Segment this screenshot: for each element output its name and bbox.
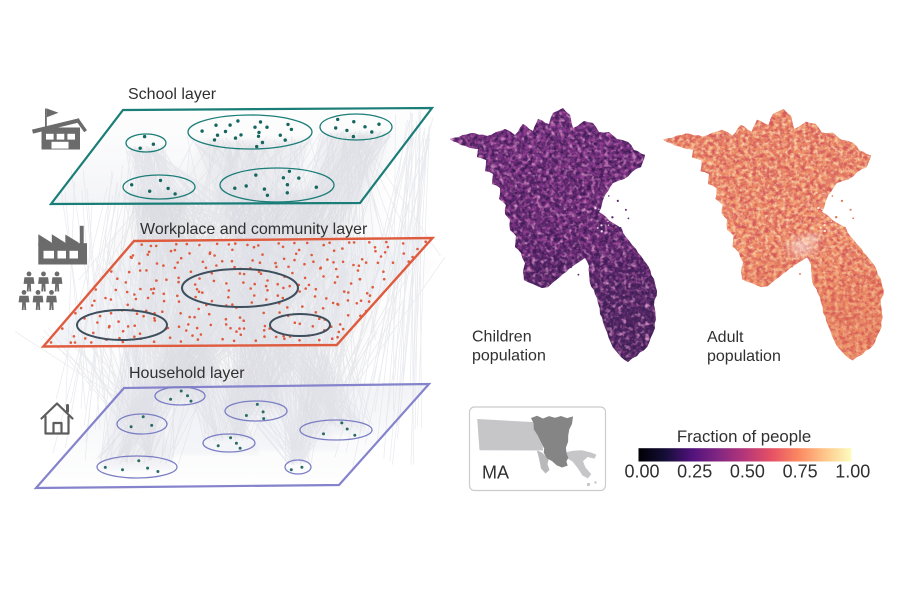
svg-text:Adult: Adult	[707, 329, 744, 346]
svg-text:Children: Children	[472, 329, 532, 346]
svg-text:Fraction of people: Fraction of people	[677, 427, 811, 446]
svg-text:0.25: 0.25	[677, 462, 712, 482]
svg-text:School layer: School layer	[128, 86, 217, 103]
svg-text:0.75: 0.75	[783, 462, 818, 482]
svg-text:Workplace and community layer: Workplace and community layer	[140, 221, 368, 238]
svg-text:Household layer: Household layer	[129, 365, 245, 382]
svg-text:0.50: 0.50	[730, 462, 765, 482]
svg-text:MA: MA	[482, 463, 509, 483]
svg-text:population: population	[472, 348, 546, 365]
svg-text:1.00: 1.00	[835, 462, 870, 482]
svg-text:0.00: 0.00	[624, 462, 659, 482]
svg-text:population: population	[707, 348, 781, 365]
